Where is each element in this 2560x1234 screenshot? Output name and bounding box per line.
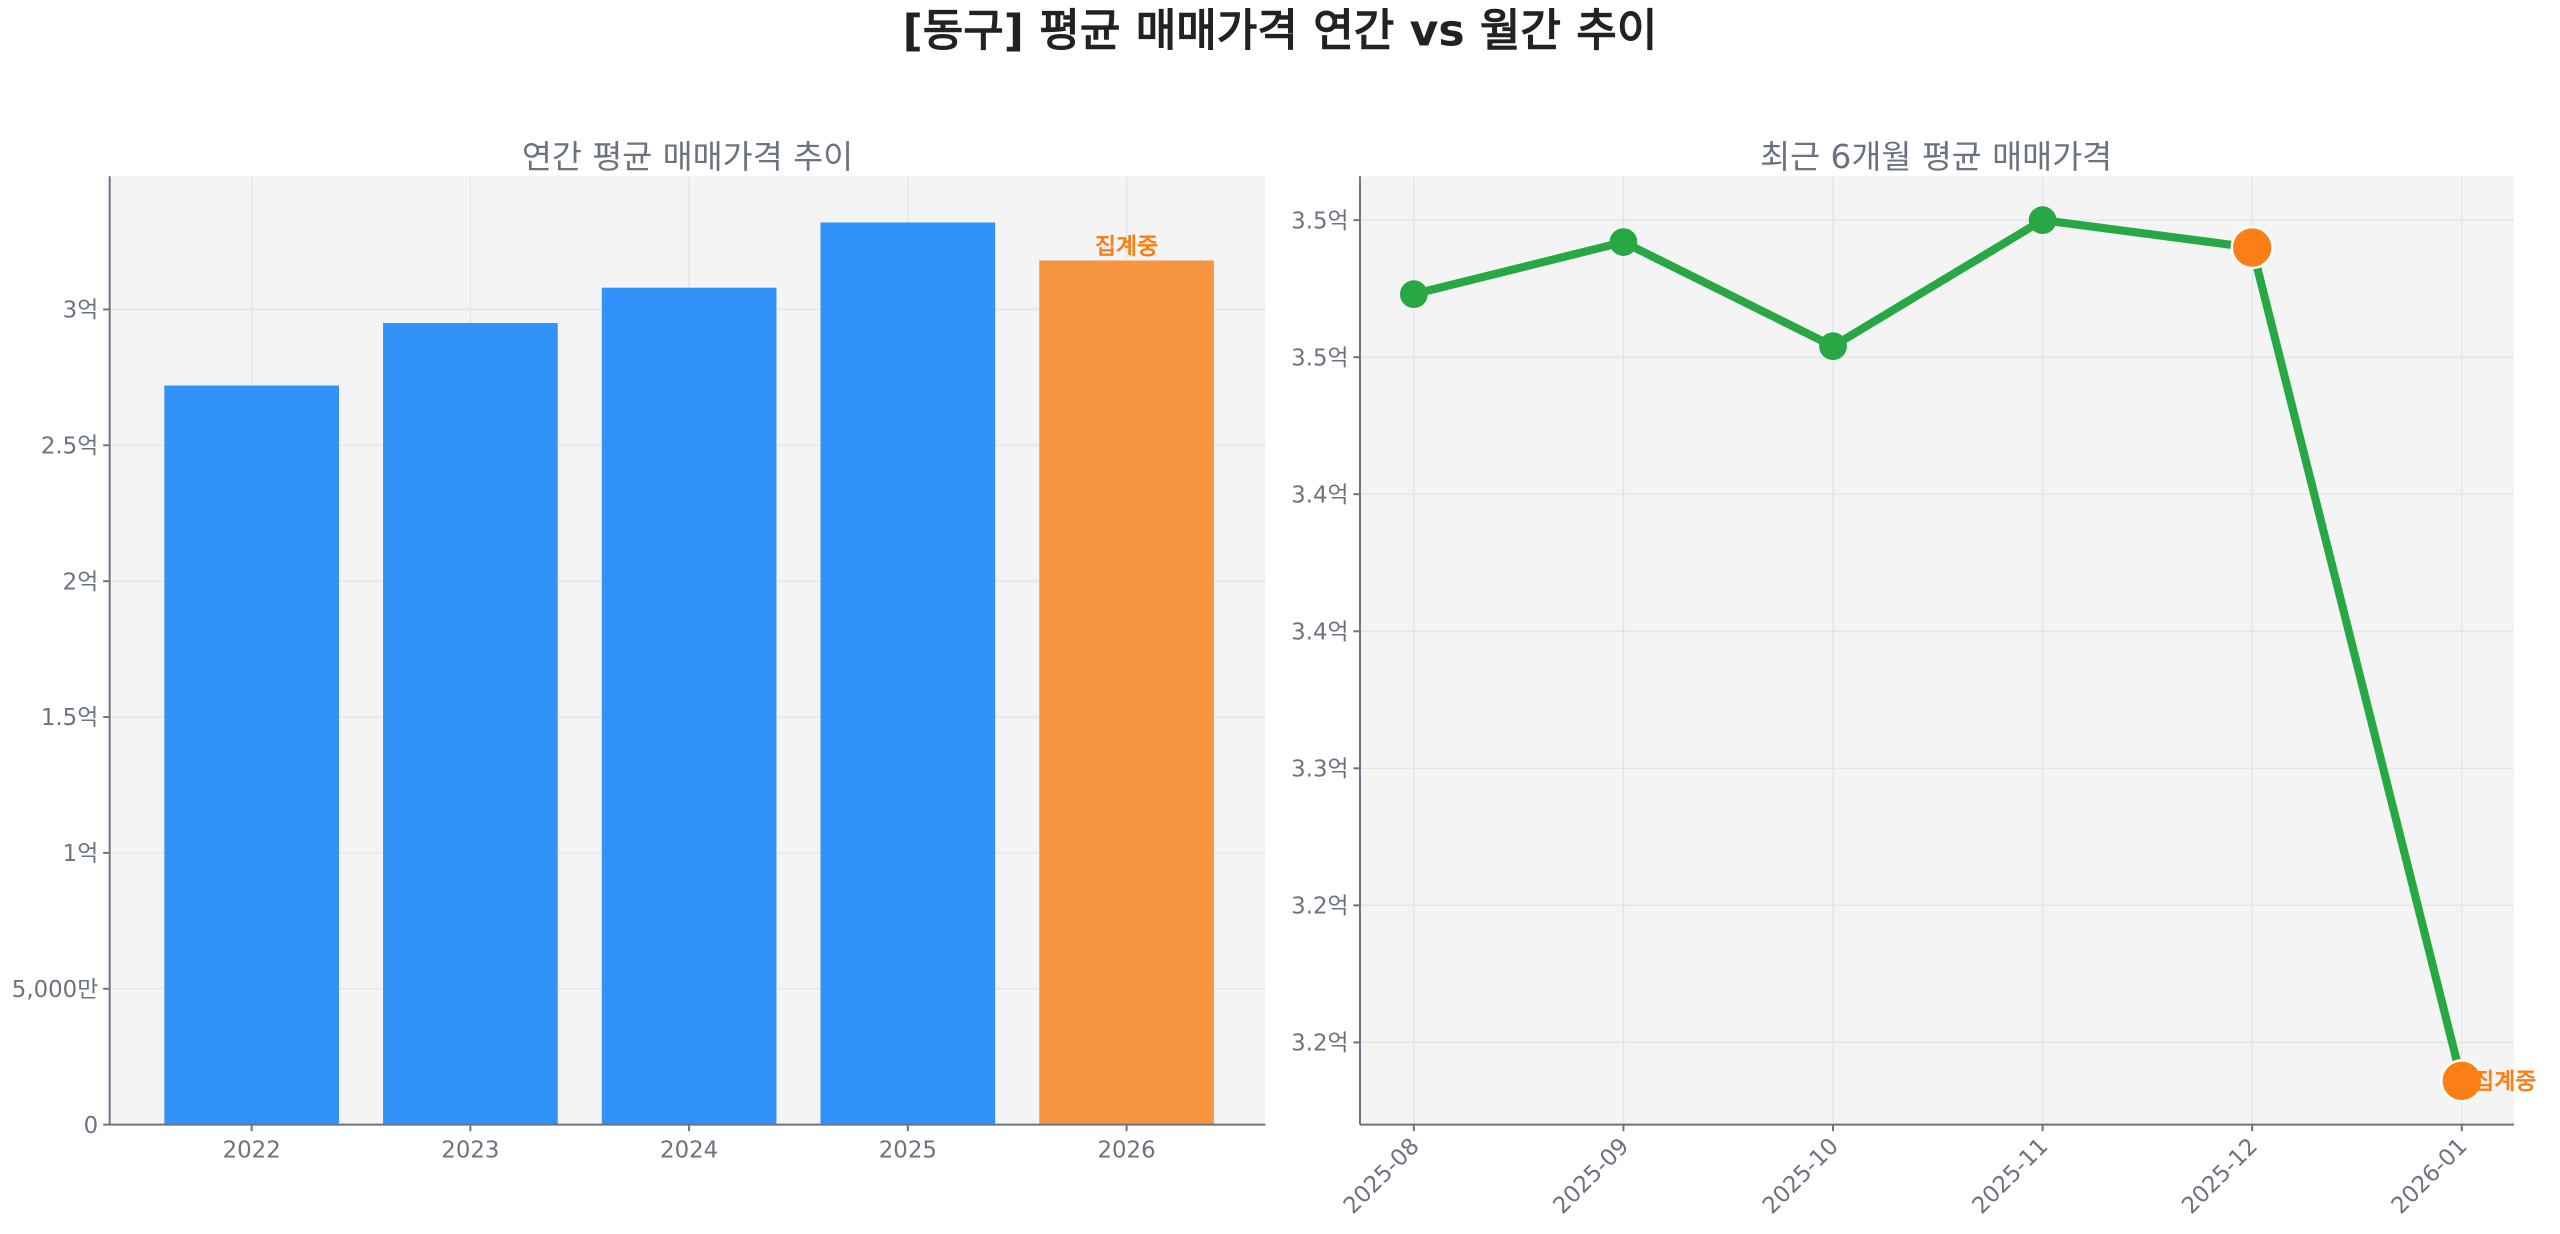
y-tick-label: 0 (84, 1113, 99, 1139)
y-tick-label: 3.4억 (1291, 482, 1348, 508)
right-chart-title: 최근 6개월 평균 매매가격 (1760, 138, 2112, 176)
x-tick-label: 2025 (879, 1137, 937, 1163)
bar-2025 (820, 222, 996, 1125)
data-point-2025-09 (1609, 228, 1638, 256)
highlight-point-2025-12 (2230, 225, 2274, 270)
data-point-2025-10 (1819, 332, 1847, 361)
bar-2024 (601, 287, 777, 1125)
y-tick-label: 1.5억 (41, 705, 98, 731)
y-tick-label: 1억 (63, 841, 99, 867)
y-tick-label: 3억 (63, 298, 99, 324)
x-tick-label: 2026-01 (2387, 1133, 2473, 1219)
x-tick-label: 2026 (1097, 1137, 1155, 1163)
y-tick-label: 3.4억 (1291, 619, 1348, 645)
y-tick-label: 3.5억 (1291, 345, 1348, 371)
y-tick-label: 2.5억 (41, 433, 98, 459)
x-tick-label: 2025-09 (1548, 1133, 1634, 1219)
x-tick-label: 2024 (660, 1137, 718, 1163)
data-point-2025-08 (1399, 280, 1428, 309)
pending-annotation: 집계중 (2473, 1069, 2536, 1095)
y-tick-label: 3.2억 (1291, 1031, 1348, 1057)
x-tick-label: 2022 (223, 1137, 281, 1163)
right-plot-area (1359, 176, 2514, 1125)
bar-2022 (164, 385, 339, 1125)
x-tick-label: 2025-10 (1758, 1133, 1844, 1219)
bar-2023 (383, 323, 558, 1125)
x-tick-label: 2025-12 (2177, 1133, 2263, 1219)
bar-2026 (1039, 260, 1214, 1125)
y-tick-label: 3.5억 (1291, 208, 1348, 234)
price-line (1412, 216, 2466, 1082)
figure-title: [동구] 평균 매매가격 연간 vs 월간 추이 (903, 6, 1658, 57)
y-tick-label: 5,000만 (12, 977, 98, 1003)
y-tick-label: 3.2억 (1291, 894, 1348, 920)
x-tick-label: 2023 (441, 1137, 499, 1163)
data-point-2025-11 (2028, 206, 2057, 235)
x-tick-label: 2025-11 (1967, 1133, 2053, 1219)
x-tick-label: 2025-08 (1339, 1133, 1425, 1219)
highlight-point-2026-01 (2440, 1059, 2484, 1103)
pending-annotation: 집계중 (1095, 234, 1158, 260)
y-tick-label: 2억 (63, 569, 99, 595)
left-chart-title: 연간 평균 매매가격 추이 (522, 138, 853, 176)
y-tick-label: 3.3억 (1291, 756, 1348, 782)
